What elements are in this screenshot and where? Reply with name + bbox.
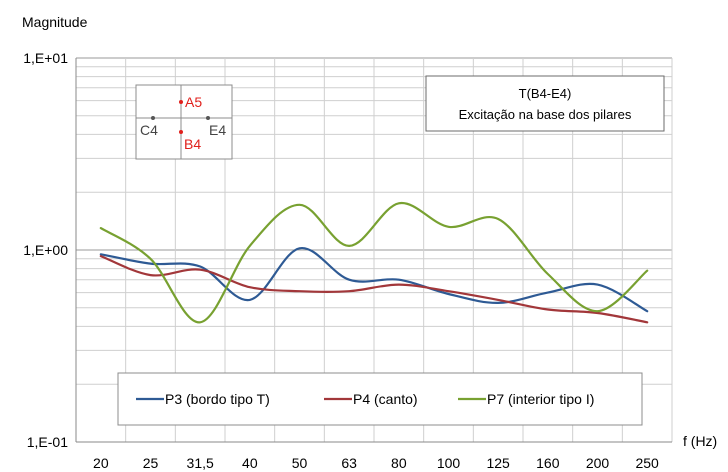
inset-label-a5: A5 — [185, 94, 202, 110]
x-tick-label: 50 — [292, 455, 308, 471]
series-lines — [99, 202, 649, 324]
inset-label-e4: E4 — [209, 122, 226, 138]
x-tick-label: 100 — [437, 455, 461, 471]
legend-items: P3 (bordo tipo T) P4 (canto) P7 (interior … — [136, 391, 594, 407]
x-tick-label: 200 — [586, 455, 610, 471]
info-box-line1: T(B4-E4) — [519, 86, 572, 101]
series-line-3 — [99, 202, 649, 324]
y-axis-label: Magnitude — [22, 14, 88, 30]
inset-point-c4 — [151, 116, 155, 120]
x-tick-label: 31,5 — [187, 455, 214, 471]
x-axis-label: f (Hz) — [683, 433, 717, 449]
x-tick-label: 40 — [242, 455, 258, 471]
series-line-2 — [99, 255, 649, 324]
inset-point-a5 — [179, 100, 183, 104]
x-tick-label: 125 — [486, 455, 510, 471]
inset-point-e4 — [206, 116, 210, 120]
y-tick-labels: 1,E+01 1,E+00 1,E-01 — [23, 50, 68, 450]
layout-inset: A5 B4 C4 E4 — [135, 84, 233, 160]
y-tick-label: 1,E+00 — [23, 242, 68, 258]
series-line-1 — [99, 247, 649, 313]
y-tick-label: 1,E+01 — [23, 50, 68, 66]
x-tick-label: 250 — [635, 455, 659, 471]
legend-label-2: P4 (canto) — [353, 391, 418, 407]
info-box-line2: Excitação na base dos pilares — [459, 107, 632, 122]
legend-frame — [117, 372, 643, 426]
legend-label-1: P3 (bordo tipo T) — [165, 391, 270, 407]
x-tick-label: 20 — [93, 455, 109, 471]
inset-frame — [135, 84, 233, 160]
x-tick-label: 160 — [536, 455, 560, 471]
x-tick-labels: 20 25 31,5 40 50 63 80 100 125 160 200 250 — [93, 455, 659, 471]
inset-label-c4: C4 — [140, 122, 158, 138]
legend: P3 (bordo tipo T) P4 (canto) P7 (interior … — [117, 372, 643, 426]
legend-label-3: P7 (interior tipo I) — [487, 391, 594, 407]
info-box: T(B4-E4) Excitação na base dos pilares — [425, 75, 665, 132]
x-tick-label: 63 — [341, 455, 357, 471]
x-tick-label: 80 — [391, 455, 407, 471]
inset-point-b4 — [179, 130, 183, 134]
inset-label-b4: B4 — [184, 136, 201, 152]
x-tick-label: 25 — [143, 455, 159, 471]
y-tick-label: 1,E-01 — [27, 434, 68, 450]
info-box-frame — [425, 75, 665, 132]
